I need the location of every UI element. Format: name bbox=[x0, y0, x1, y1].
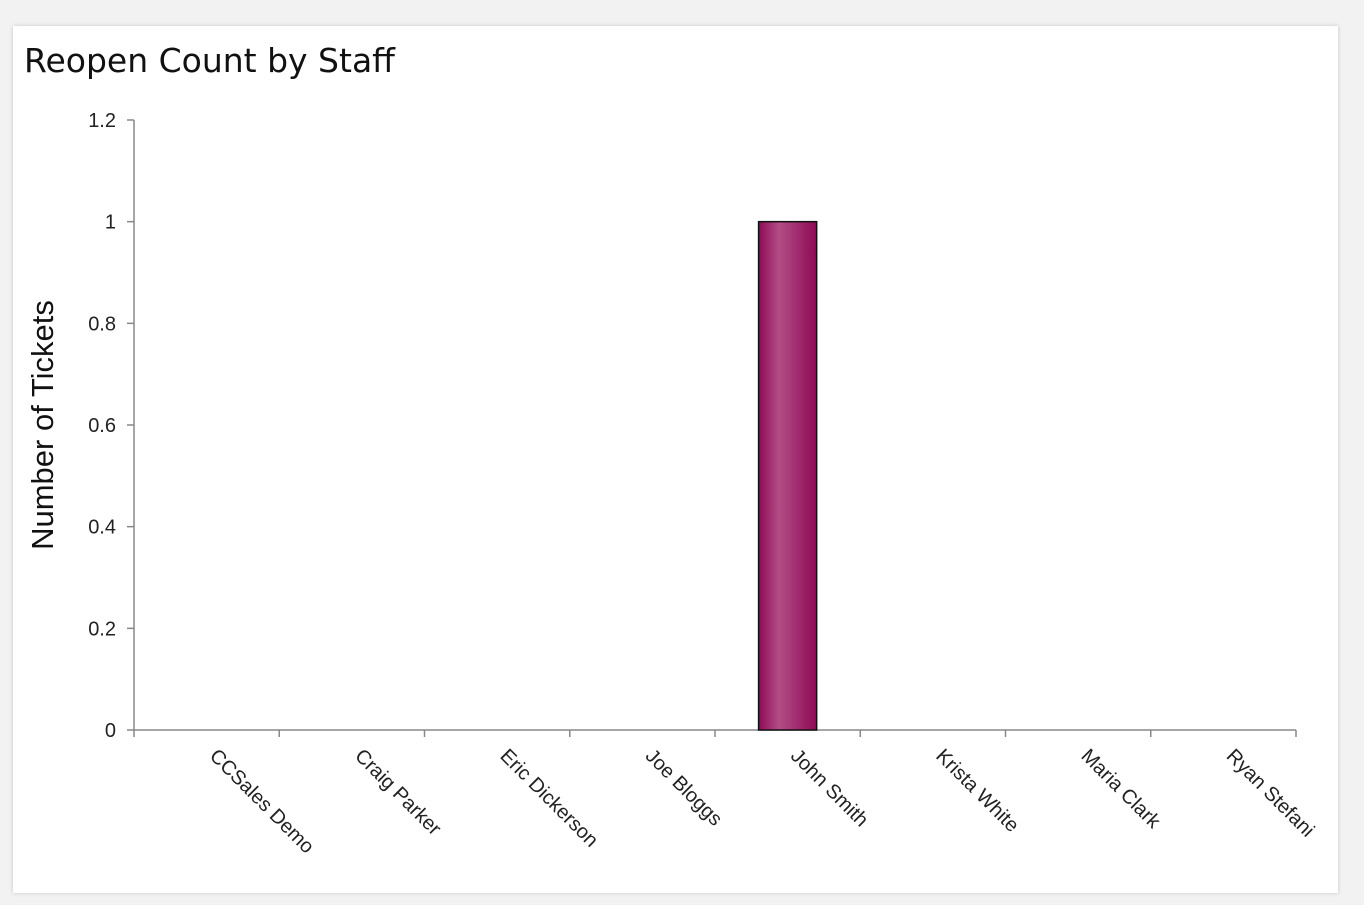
y-tick-label: 1.2 bbox=[88, 110, 116, 132]
bar-chart: 0 0.2 0.4 0.6 0.8 1 1.2 CCSales Demo Craig Park… bbox=[25, 110, 1319, 858]
x-axis: CCSales Demo Craig Parker Eric Dickerson Jo… bbox=[133, 729, 1319, 858]
x-tick-label: Maria Clark bbox=[1077, 745, 1166, 834]
y-tick-label: 0.8 bbox=[88, 313, 116, 335]
x-tick-label: Krista White bbox=[931, 745, 1023, 837]
y-axis-title: Number of Tickets bbox=[25, 300, 60, 550]
y-tick-label: 1 bbox=[105, 212, 116, 234]
x-tick-label: Craig Parker bbox=[350, 745, 445, 840]
x-tick-label: John Smith bbox=[786, 745, 872, 831]
y-axis: 0 0.2 0.4 0.6 0.8 1 1.2 bbox=[88, 110, 135, 742]
bars bbox=[757, 220, 818, 731]
x-tick-label: CCSales Demo bbox=[205, 745, 318, 858]
y-tick-label: 0.4 bbox=[88, 517, 116, 539]
y-tick-label: 0.6 bbox=[88, 415, 116, 437]
chart-card: Reopen Count by Staff 0 0.2 0.4 0.6 0.8 1 1.2 … bbox=[13, 26, 1338, 893]
bar[interactable] bbox=[757, 220, 818, 731]
x-tick-label: Eric Dickerson bbox=[496, 745, 603, 852]
y-tick-label: 0 bbox=[105, 720, 116, 742]
x-tick-label: Joe Bloggs bbox=[641, 745, 727, 831]
x-tick-label: Ryan Stefani bbox=[1222, 745, 1319, 842]
y-tick-label: 0.2 bbox=[88, 618, 116, 640]
chart-title: Reopen Count by Staff bbox=[24, 41, 395, 80]
